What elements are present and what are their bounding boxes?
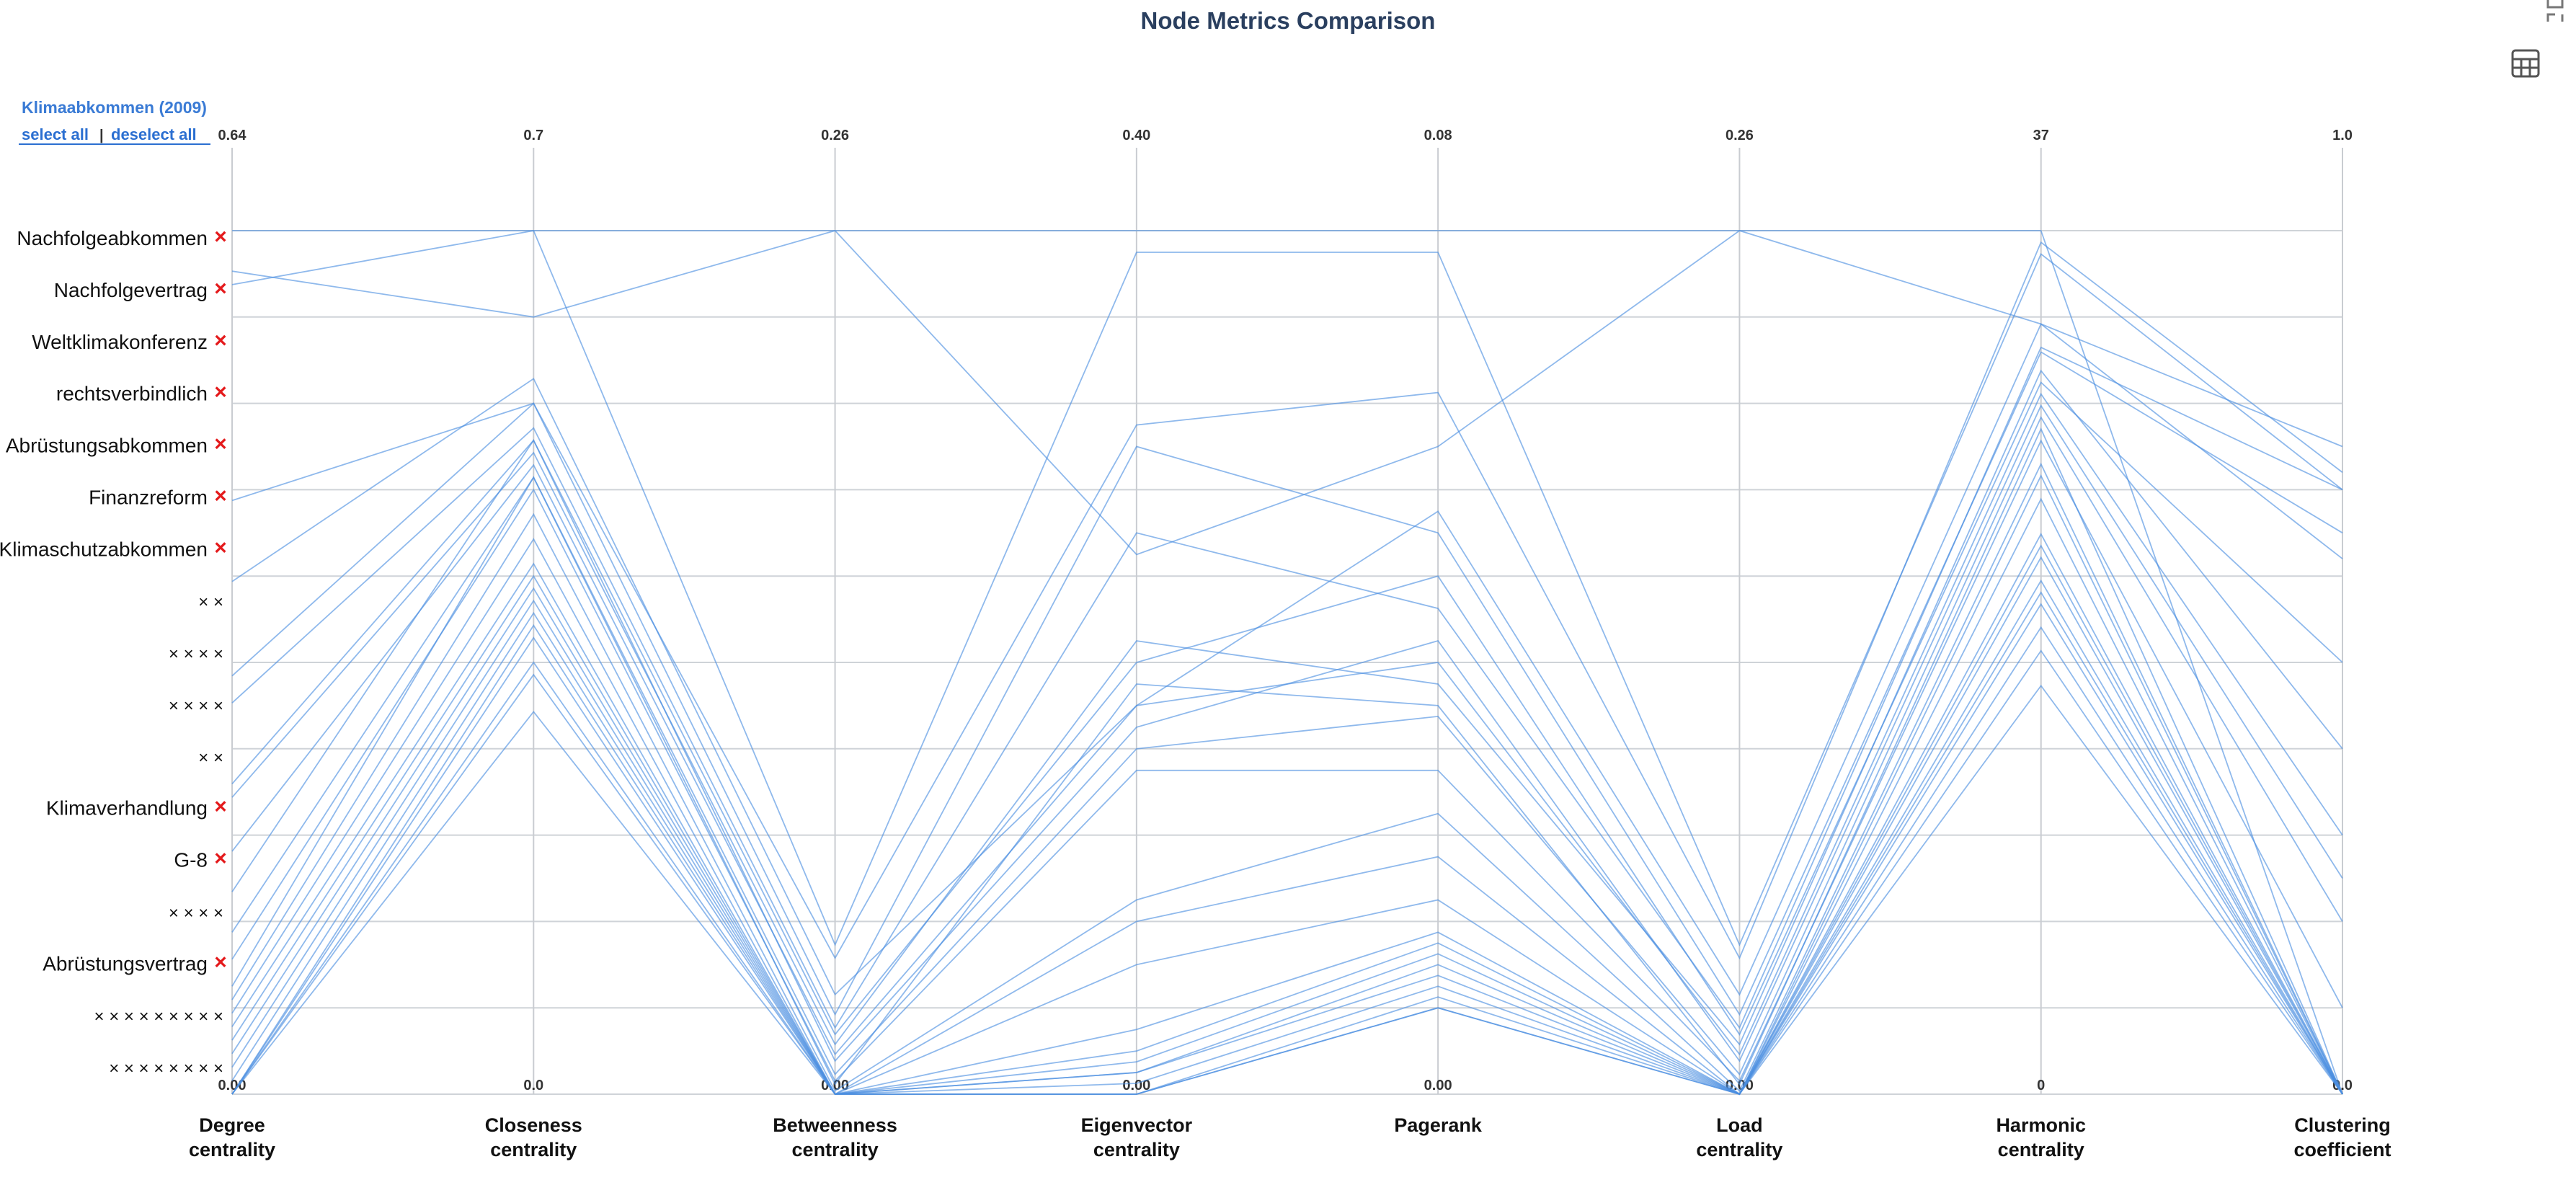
remove-row-icon[interactable]: ×: [214, 381, 227, 404]
axis-title[interactable]: Harmonic: [1996, 1114, 2086, 1136]
remove-row-icon[interactable]: ×: [214, 950, 227, 974]
node-line[interactable]: [231, 556, 2343, 1096]
node-line[interactable]: [231, 591, 2343, 1096]
row-label: rechtsverbindlich: [56, 383, 208, 405]
node-line[interactable]: [231, 427, 2343, 1095]
node-line[interactable]: [231, 603, 2343, 1096]
node-line[interactable]: [231, 684, 2343, 1096]
axis-title[interactable]: Closeness: [485, 1114, 582, 1136]
node-line[interactable]: [231, 392, 2343, 1056]
collapsed-row-markers[interactable]: × × × ×: [169, 644, 223, 664]
data-lines: [231, 229, 2343, 1096]
node-line[interactable]: [231, 369, 2343, 1046]
row-label: Klimaschutzabkommen: [0, 538, 208, 560]
remove-row-icon[interactable]: ×: [214, 329, 227, 352]
collapsed-row-markers[interactable]: × ×: [198, 592, 223, 612]
axis-max-label: 0.7: [523, 128, 543, 143]
node-line[interactable]: [231, 533, 2343, 1096]
remove-row-icon[interactable]: ×: [214, 277, 227, 301]
remove-row-icon[interactable]: ×: [214, 484, 227, 507]
axis-min-label: 0.0: [523, 1078, 543, 1093]
node-line[interactable]: [231, 544, 2343, 1096]
axis-max-label: 0.64: [218, 128, 247, 143]
remove-row-icon[interactable]: ×: [214, 847, 227, 871]
node-line[interactable]: [231, 241, 2343, 960]
row-label: Klimaverhandlung: [46, 797, 208, 820]
axis-max-label: 0.40: [1122, 128, 1150, 143]
axis-title-line2: centrality: [1998, 1139, 2084, 1160]
node-line[interactable]: [231, 381, 2343, 1036]
node-line[interactable]: [231, 404, 2343, 1062]
node-line[interactable]: [231, 462, 2343, 1095]
axis-title-line2: coefficient: [2293, 1139, 2391, 1160]
node-line[interactable]: [231, 229, 2343, 556]
node-line[interactable]: [231, 323, 2343, 996]
axis-title-line2: centrality: [490, 1139, 577, 1160]
node-line[interactable]: [231, 346, 2343, 1029]
node-line[interactable]: [231, 497, 2343, 1096]
axis-title-line2: centrality: [792, 1139, 879, 1160]
row-label: Nachfolgevertrag: [54, 279, 208, 301]
axis-min-label: 0.00: [218, 1078, 247, 1093]
remove-row-icon[interactable]: ×: [214, 536, 227, 559]
row-labels: Nachfolgeabkommen × Nachfolgevertrag × Weltk…: [0, 225, 227, 1078]
row-label: Nachfolgeabkommen: [17, 227, 208, 249]
axis-title-line2: centrality: [1696, 1139, 1782, 1160]
axis-title-line2: centrality: [1093, 1139, 1180, 1160]
axis-title-line2: centrality: [189, 1139, 275, 1160]
row-label: Abrüstungsvertrag: [43, 952, 208, 975]
axis-title[interactable]: Pagerank: [1394, 1114, 1483, 1136]
axis-max-label: 0.08: [1424, 128, 1452, 143]
axis-title[interactable]: Degree: [199, 1114, 265, 1136]
row-label: Abrüstungsabkommen: [6, 435, 208, 457]
selected-node-label: Klimaabkommen (2009): [22, 98, 207, 117]
axis-title[interactable]: Betweenness: [773, 1114, 897, 1136]
node-line[interactable]: [231, 579, 2343, 1096]
remove-row-icon[interactable]: ×: [214, 795, 227, 819]
collapsed-row-markers[interactable]: × × × ×: [169, 903, 223, 923]
link-separator: |: [99, 128, 104, 143]
axes: 0.64 0.00 Degree centrality 0.7 0.0 Closeness c…: [189, 128, 2391, 1160]
node-line[interactable]: [231, 626, 2343, 1096]
collapse-icon[interactable]: [2546, 0, 2564, 22]
axis-max-label: 37: [2033, 128, 2049, 143]
node-line[interactable]: [231, 649, 2343, 1096]
collapsed-row-markers[interactable]: × × × ×: [169, 696, 223, 716]
row-label: G-8: [174, 849, 208, 871]
collapsed-row-markers[interactable]: × ×: [198, 748, 223, 768]
node-line[interactable]: [232, 230, 2343, 1095]
axis-title[interactable]: Load: [1716, 1114, 1763, 1136]
axis-title[interactable]: Eigenvector: [1081, 1114, 1193, 1136]
node-line[interactable]: [231, 439, 2343, 1083]
node-line[interactable]: [231, 474, 2343, 1096]
axis-min-label: 0: [2037, 1078, 2045, 1093]
table-icon[interactable]: [2511, 49, 2540, 78]
axis-max-label: 0.26: [821, 128, 849, 143]
deselect-all-link[interactable]: deselect all: [111, 125, 197, 143]
node-line[interactable]: [231, 229, 2343, 946]
row-label: Weltklimakonferenz: [32, 331, 208, 353]
remove-row-icon[interactable]: ×: [214, 225, 227, 249]
remove-row-icon[interactable]: ×: [214, 432, 227, 456]
node-line[interactable]: [231, 351, 2343, 1016]
select-all-link[interactable]: select all: [22, 125, 89, 143]
axis-min-label: 0.00: [1424, 1078, 1452, 1093]
axis-max-label: 1.0: [2332, 128, 2353, 143]
collapsed-row-markers[interactable]: × × × × × × × × ×: [94, 1007, 223, 1026]
axis-title[interactable]: Clustering: [2294, 1114, 2391, 1136]
chart-title: Node Metrics Comparison: [1141, 7, 1436, 34]
collapsed-row-markers[interactable]: × × × × × × × ×: [109, 1059, 223, 1078]
axis-max-label: 0.26: [1726, 128, 1754, 143]
row-label: Finanzreform: [89, 486, 208, 508]
node-line[interactable]: [231, 416, 2343, 1076]
